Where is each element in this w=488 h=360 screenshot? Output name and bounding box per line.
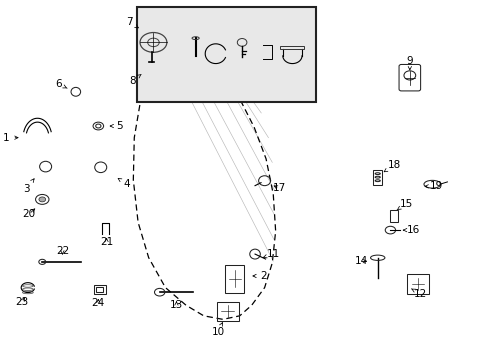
Text: 19: 19: [424, 181, 442, 192]
Ellipse shape: [39, 197, 45, 202]
Text: 6: 6: [55, 79, 67, 89]
Bar: [280, 46, 304, 49]
Bar: [407, 274, 428, 294]
Text: 14: 14: [354, 256, 367, 266]
Bar: [96, 287, 103, 292]
Text: 20: 20: [22, 209, 35, 219]
Bar: [225, 265, 244, 293]
Text: 24: 24: [92, 298, 105, 309]
Bar: [373, 170, 381, 185]
Text: 5: 5: [110, 121, 123, 131]
Bar: [137, 7, 316, 102]
Text: 22: 22: [56, 246, 69, 256]
Bar: [94, 285, 105, 294]
Text: 11: 11: [263, 249, 279, 259]
Text: 7: 7: [126, 17, 138, 28]
Text: 16: 16: [403, 225, 419, 235]
Text: 13: 13: [169, 300, 183, 310]
Text: 15: 15: [396, 199, 412, 210]
Text: 1: 1: [3, 133, 18, 143]
Text: 12: 12: [410, 289, 427, 299]
Text: 10: 10: [211, 323, 224, 337]
Text: 21: 21: [100, 238, 113, 247]
Text: 18: 18: [384, 160, 400, 172]
Bar: [217, 302, 238, 321]
Text: 2: 2: [252, 271, 266, 281]
Text: 9: 9: [406, 56, 412, 70]
Text: 3: 3: [22, 179, 34, 194]
Text: 23: 23: [15, 297, 28, 307]
Bar: [389, 210, 398, 222]
Text: 4: 4: [118, 179, 130, 189]
Text: 17: 17: [272, 184, 285, 193]
Text: 8: 8: [129, 75, 141, 86]
